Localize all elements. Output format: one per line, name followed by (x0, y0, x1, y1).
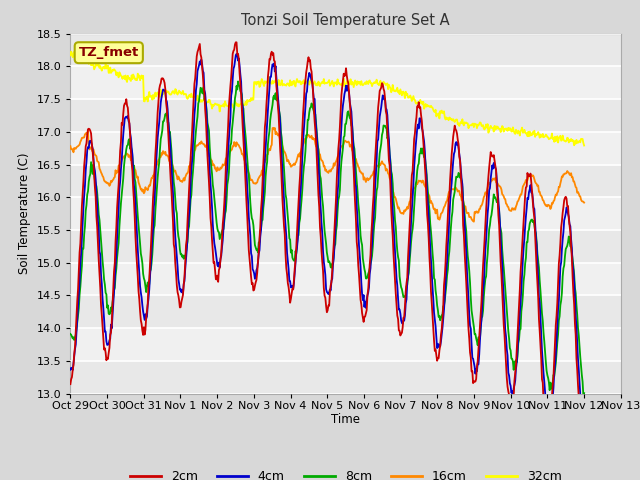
Bar (70, 230, 621, 263)
2cm (150, 183, 157, 189)
Line: 8cm: 8cm (70, 82, 584, 395)
Text: TZ_fmet: TZ_fmet (79, 46, 139, 59)
4cm (81, 183, 89, 189)
4cm (533, 242, 541, 248)
4cm (67, 367, 74, 372)
32cm (235, 104, 243, 109)
32cm (151, 93, 159, 99)
32cm (67, 52, 74, 58)
32cm (500, 129, 508, 134)
2cm (500, 322, 508, 327)
Bar (70, 99, 621, 132)
16cm (470, 219, 477, 225)
Bar (70, 34, 621, 66)
8cm (500, 265, 508, 271)
2cm (233, 39, 241, 45)
16cm (150, 173, 157, 179)
2cm (67, 381, 74, 387)
4cm (235, 56, 243, 61)
2cm (533, 265, 541, 271)
16cm (81, 132, 89, 137)
4cm (233, 51, 241, 57)
32cm (82, 56, 90, 61)
Bar (70, 165, 621, 197)
16cm (580, 200, 588, 205)
4cm (204, 128, 211, 134)
8cm (204, 120, 211, 126)
8cm (81, 224, 89, 229)
16cm (204, 147, 211, 153)
8cm (234, 79, 242, 84)
X-axis label: Time: Time (331, 413, 360, 426)
2cm (81, 154, 89, 160)
2cm (235, 56, 243, 62)
8cm (579, 392, 587, 398)
Line: 2cm: 2cm (70, 42, 584, 447)
32cm (67, 49, 75, 55)
2cm (579, 444, 586, 450)
Line: 32cm: 32cm (70, 52, 584, 145)
16cm (534, 183, 541, 189)
16cm (269, 125, 277, 131)
8cm (235, 82, 243, 88)
Y-axis label: Soil Temperature (C): Soil Temperature (C) (18, 153, 31, 275)
32cm (533, 132, 541, 138)
Legend: 2cm, 4cm, 8cm, 16cm, 32cm: 2cm, 4cm, 8cm, 16cm, 32cm (125, 465, 566, 480)
16cm (234, 142, 242, 147)
Title: Tonzi Soil Temperature Set A: Tonzi Soil Temperature Set A (241, 13, 450, 28)
Bar (70, 361, 621, 394)
32cm (580, 143, 588, 148)
16cm (500, 196, 508, 202)
8cm (67, 331, 74, 337)
8cm (580, 390, 588, 396)
Line: 4cm: 4cm (70, 54, 584, 434)
Line: 16cm: 16cm (70, 128, 584, 222)
32cm (204, 99, 212, 105)
4cm (580, 431, 588, 437)
8cm (533, 239, 541, 244)
Bar (70, 295, 621, 328)
16cm (67, 143, 74, 149)
4cm (500, 292, 508, 298)
2cm (204, 153, 211, 158)
2cm (580, 443, 588, 449)
4cm (150, 204, 157, 210)
8cm (150, 226, 157, 231)
